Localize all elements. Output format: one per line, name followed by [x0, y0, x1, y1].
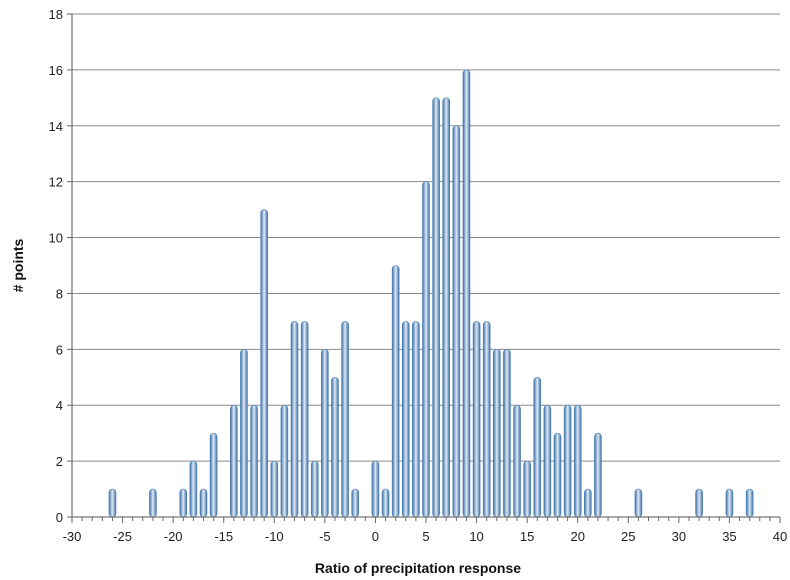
x-axis-title: Ratio of precipitation response	[315, 560, 521, 576]
histogram-bar	[290, 321, 299, 518]
histogram-bar	[452, 125, 461, 518]
histogram-bar	[240, 349, 248, 518]
histogram-bar	[725, 488, 734, 518]
histogram-bar	[422, 181, 430, 518]
histogram-bar	[189, 460, 198, 518]
histogram-bar	[391, 265, 400, 518]
histogram-bar	[745, 488, 754, 518]
histogram-bar	[381, 488, 390, 518]
y-tick-label: 6	[56, 342, 63, 357]
histogram-bar	[250, 404, 258, 518]
y-tick-label: 16	[49, 63, 63, 78]
x-tick-label: 25	[621, 529, 635, 544]
x-tick-label: -15	[214, 529, 233, 544]
x-tick-label: -30	[63, 529, 82, 544]
histogram-bar	[341, 321, 349, 518]
x-tick-label: 20	[570, 529, 584, 544]
histogram-bar	[149, 488, 157, 518]
x-tick-label: -5	[319, 529, 331, 544]
histogram-bar	[563, 404, 572, 518]
histogram-bar	[543, 404, 552, 518]
y-tick-label: 4	[56, 398, 63, 413]
histogram-bar	[503, 349, 511, 518]
histogram-bar	[472, 321, 481, 518]
y-tick-label: 12	[49, 175, 63, 190]
histogram-bar	[230, 404, 238, 518]
histogram-bar	[371, 460, 380, 518]
histogram-bar	[695, 488, 703, 518]
histogram-bar	[432, 97, 440, 518]
y-tick-label: 18	[49, 7, 63, 22]
y-tick-label: 14	[49, 119, 63, 134]
y-tick-label: 10	[49, 231, 63, 246]
histogram-bar	[280, 404, 289, 518]
histogram-bar	[321, 349, 329, 518]
x-tick-label: 35	[722, 529, 736, 544]
histogram-bar	[594, 432, 602, 518]
x-tick-label: -25	[113, 529, 132, 544]
y-tick-label: 8	[56, 286, 63, 301]
histogram-bar	[573, 404, 582, 518]
histogram-bar	[310, 460, 319, 518]
x-tick-label: 15	[520, 529, 534, 544]
y-axis-title: # points	[10, 238, 26, 292]
histogram-bar	[462, 69, 471, 518]
histogram-bar	[482, 321, 491, 518]
histogram-bar	[553, 432, 562, 518]
histogram-bar	[179, 488, 188, 518]
y-tick-label: 2	[56, 454, 63, 469]
x-tick-label: -20	[164, 529, 183, 544]
histogram-bar	[442, 97, 451, 518]
x-tick-label: 30	[672, 529, 686, 544]
axes	[67, 13, 781, 523]
histogram-bar	[209, 432, 218, 518]
histogram-bar	[199, 488, 208, 518]
x-tick-label: 10	[469, 529, 483, 544]
histogram-bar	[351, 488, 360, 518]
histogram-bar	[108, 488, 117, 518]
histogram-bar	[634, 488, 643, 518]
histogram-bar	[300, 321, 309, 518]
histogram-bar	[533, 376, 542, 518]
tick-labels: -30 -25 -20 -15 -10 -5 0 5 10 15 20 25 30 35 40 0 2 4 6 8 10…	[49, 7, 788, 544]
histogram-bar	[270, 460, 279, 518]
histogram-bar	[513, 404, 521, 518]
histogram-bar	[412, 321, 420, 518]
histogram-bar	[584, 488, 592, 518]
histogram-bar	[401, 321, 410, 518]
x-tick-label: 0	[372, 529, 379, 544]
x-tick-label: 5	[422, 529, 429, 544]
x-tick-label: -10	[265, 529, 284, 544]
x-tick-label: 40	[773, 529, 787, 544]
histogram-bar	[260, 209, 268, 518]
histogram-bar	[492, 349, 501, 518]
y-tick-label: 0	[56, 510, 63, 525]
histogram-bar	[331, 376, 339, 518]
histogram-bar	[523, 460, 531, 518]
